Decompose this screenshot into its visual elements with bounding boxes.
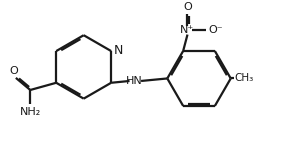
Text: HN: HN — [126, 76, 143, 86]
Text: O: O — [9, 66, 18, 76]
Text: N: N — [114, 44, 123, 57]
Text: CH₃: CH₃ — [235, 73, 254, 84]
Text: O⁻: O⁻ — [208, 25, 223, 35]
Text: O: O — [183, 2, 192, 12]
Text: NH₂: NH₂ — [20, 107, 41, 117]
Text: N⁺: N⁺ — [180, 25, 195, 35]
